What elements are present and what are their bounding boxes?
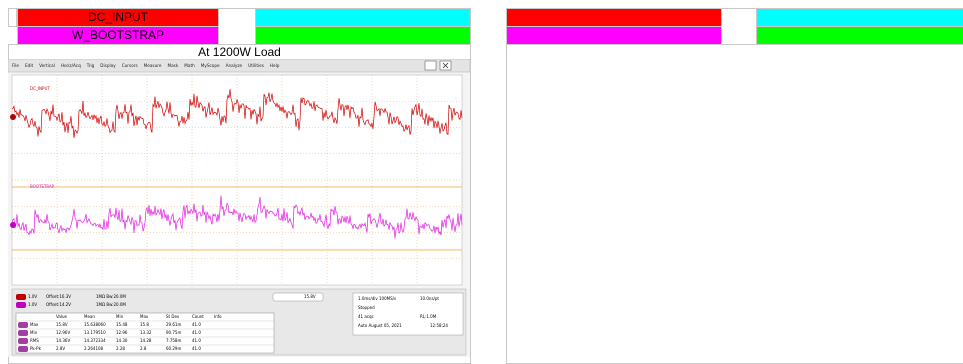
measure-cell: 12.96V (56, 330, 70, 335)
minimize (424, 60, 437, 71)
measure-cell: 41.0 (192, 346, 201, 351)
measure-cell: 14.372334 (84, 338, 106, 343)
measure-header: Max (140, 314, 149, 319)
menu-item: Cursors (122, 63, 138, 68)
cell (721, 8, 757, 45)
trace-label: BOOTSTRAP (30, 184, 55, 189)
trigger-box (272, 292, 324, 302)
cell-cyan (255, 8, 471, 27)
menu-item: File (12, 63, 19, 68)
ch-offset: Offset:14.2V (46, 302, 71, 307)
menu-item: Mask (167, 63, 178, 68)
measure-badge (18, 346, 28, 352)
ch-offset: Offset:16.3V (46, 294, 71, 299)
measure-cell: Pk-Pk (30, 346, 42, 351)
ch-badge (16, 294, 26, 300)
menu-item: Horiz/Acq (61, 63, 81, 68)
measure-cell: 60.29m (166, 346, 181, 351)
measure-cell: 41.0 (192, 338, 201, 343)
timebase-info: 1.0ms/div 100MS/s (358, 296, 396, 301)
measure-cell: 15.48 (116, 322, 128, 327)
trace-label: DC_INPUT (30, 86, 50, 91)
measure-cell: 13.32 (140, 330, 152, 335)
close-icon (442, 62, 449, 69)
measure-header: Count (192, 314, 204, 319)
measure-cell: 29.61m (166, 322, 181, 327)
menu-item: Analyze (226, 63, 243, 68)
measure-cell: Min (30, 330, 38, 335)
ch-scale: 1.0V (28, 302, 37, 307)
timebase-info: 12:58:24 (430, 323, 448, 328)
timebase-info: Auto August 05, 2021 (358, 323, 402, 328)
measure-header: St Dev (166, 314, 180, 319)
ch-bw: 1MΩ Bw:20.0M (96, 294, 126, 299)
measure-header: Mean (84, 314, 95, 319)
ch-badge (16, 302, 26, 308)
measure-cell: 41.0 (192, 322, 201, 327)
cell-cyan (756, 8, 963, 27)
measure-table (15, 312, 275, 354)
measure-cell: 15.638060 (84, 322, 106, 327)
cell-red: DC_INPUT (17, 8, 219, 27)
ch-scale: 1.0V (28, 294, 37, 299)
measure-cell: 41.0 (192, 330, 201, 335)
trigger-level: 15.8V (304, 294, 316, 299)
trace-dc-input (11, 89, 463, 138)
menu-item: Vertical (39, 63, 55, 68)
scope-screenshot: File Edit Vertical Horiz/Acq Trig Display Curs… (8, 59, 470, 357)
measure-cell: 14.36V (56, 338, 70, 343)
timebase-info: 41 acqs (358, 314, 374, 319)
menu-item: Trig (86, 63, 95, 68)
menu-item: Help (270, 63, 280, 68)
menu-item: Utilities (248, 63, 264, 68)
measure-cell: 2.28 (116, 346, 125, 351)
measure-cell: 15.8 (140, 322, 149, 327)
measure-badge (18, 322, 28, 328)
measure-cell: 14.30 (116, 338, 128, 343)
cell-green (255, 26, 471, 45)
menu-bar (8, 59, 470, 73)
menu-item: Display (100, 63, 116, 68)
measure-header: Info (214, 314, 222, 319)
measure-cell: 12.96 (116, 330, 128, 335)
cell (218, 8, 256, 45)
measure-cell: 15.8V (56, 322, 68, 327)
measure-header: Value (56, 314, 68, 319)
cell (506, 44, 963, 364)
measure-cell: 90.75m (166, 330, 181, 335)
timebase-info: Stopped (358, 305, 375, 310)
timebase-info: 10.0ns/pt (420, 296, 439, 301)
cell-magenta: W_BOOTSTRAP (17, 26, 219, 45)
trace-bootstrap (11, 195, 463, 239)
cell-magenta (506, 26, 722, 45)
timebase-box (352, 292, 464, 336)
menu-item: Math (184, 63, 195, 68)
measure-header: Min (116, 314, 124, 319)
timebase-info: RL:1.0M (420, 314, 437, 319)
cell (8, 8, 17, 27)
measure-cell: 13.179510 (84, 330, 106, 335)
measure-badge (18, 338, 28, 344)
menu-item: Measure (144, 63, 162, 68)
ch-marker (10, 222, 16, 228)
cell-green (756, 26, 963, 45)
measure-badge (18, 330, 28, 336)
cell-red (506, 8, 722, 27)
menu-item: MyScope (201, 63, 220, 68)
measure-cell: 7.758m (166, 338, 181, 343)
ch-marker (10, 114, 16, 120)
measure-cell: RMS (30, 338, 39, 343)
measure-cell: 2.8 (140, 346, 147, 351)
measure-cell: 2.8V (56, 346, 65, 351)
ch-bw: 1MΩ Bw:20.0M (96, 302, 126, 307)
menu-item: Edit (25, 63, 33, 68)
measure-cell: 2.264108 (84, 346, 104, 351)
measure-cell: 14.28 (140, 338, 152, 343)
measure-cell: Max (30, 322, 39, 327)
